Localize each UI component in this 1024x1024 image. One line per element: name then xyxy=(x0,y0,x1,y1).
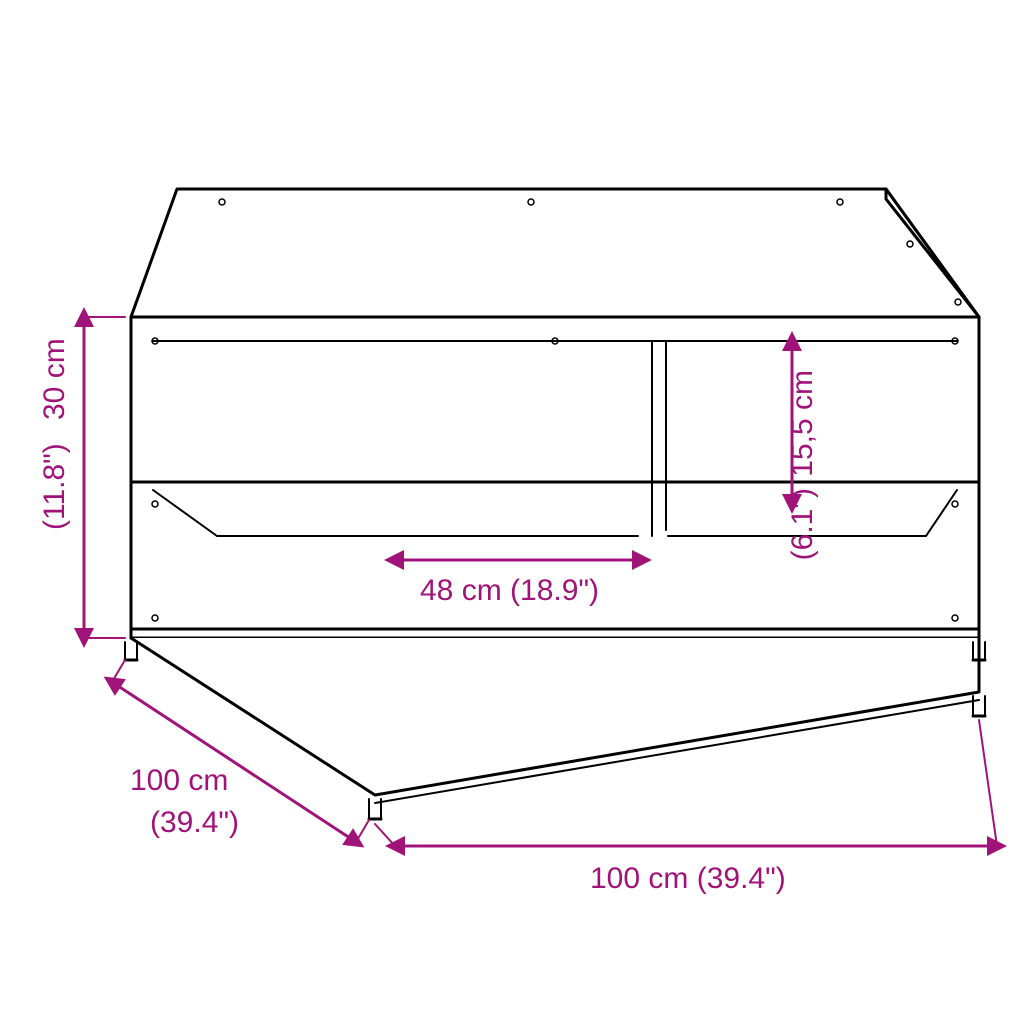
dim-width-label: 100 cm (39.4") xyxy=(590,862,786,895)
top-surface xyxy=(131,189,979,317)
dim-height-label-in: (11.8") xyxy=(38,443,71,530)
dim-height-label-cm: 30 cm xyxy=(38,338,71,420)
dim-shelf-label-cm: 15,5 cm xyxy=(786,370,819,477)
dim-depth-label-cm: 100 cm xyxy=(130,764,228,797)
dim-shelf-label-in: (6.1") xyxy=(786,488,819,560)
dim-depth-label-in: (39.4") xyxy=(150,806,239,839)
dim-opening-label: 48 cm (18.9") xyxy=(420,574,599,607)
